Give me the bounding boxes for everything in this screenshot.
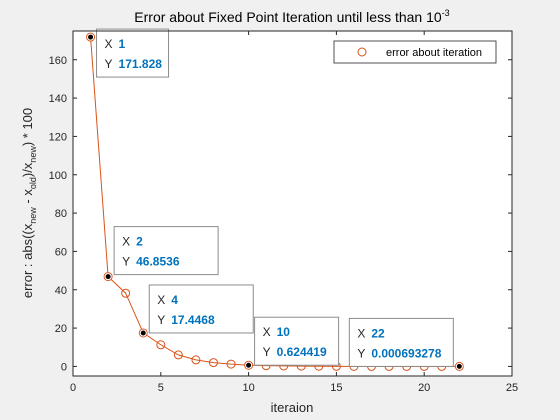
datatip: X 2Y 46.8536 bbox=[104, 226, 219, 281]
datatip-x-value: 2 bbox=[136, 235, 143, 249]
legend[interactable]: error about iteration bbox=[333, 40, 497, 64]
datatip-marker bbox=[455, 362, 463, 370]
data-point bbox=[121, 288, 131, 298]
datatip-x-label: X bbox=[357, 326, 365, 340]
x-tick-label: 0 bbox=[70, 382, 76, 394]
datatip: X 22 Y 0.000693278 bbox=[348, 317, 463, 370]
datatip: X 1Y 171.828 bbox=[87, 28, 170, 78]
x-tick-label: 25 bbox=[506, 382, 518, 394]
datatip-x-value: 4 bbox=[171, 293, 178, 307]
datatip-x-label: X bbox=[122, 235, 130, 249]
datatip-y-value: 46.8536 bbox=[136, 255, 180, 269]
data-point bbox=[208, 358, 218, 368]
y-tick-label: 20 bbox=[55, 323, 67, 335]
y-tick-label: 120 bbox=[49, 131, 67, 143]
datatip-marker bbox=[87, 33, 95, 41]
data-point bbox=[244, 360, 254, 370]
datatip-box bbox=[96, 28, 170, 78]
data-point bbox=[454, 361, 464, 371]
chart-title: Error about Fixed Point Iteration until … bbox=[134, 8, 449, 25]
datatip-box bbox=[254, 316, 340, 366]
data-point bbox=[138, 328, 148, 338]
legend-marker-icon bbox=[357, 47, 367, 57]
datatip-box bbox=[113, 226, 219, 276]
y-tick-label: 60 bbox=[55, 246, 67, 258]
datatip-x-value: 22 bbox=[371, 326, 385, 340]
ticks-layer: 0 5 10 15 20 25 0 20 40 60 80 100 120 140 160 bbox=[49, 31, 518, 394]
y-tick-label: 160 bbox=[49, 55, 67, 67]
datatip: X 4Y 17.4468 bbox=[139, 284, 254, 337]
y-tick-label: 40 bbox=[55, 285, 67, 297]
datatip-y-value: 0.000693278 bbox=[371, 346, 441, 360]
datatip-y-label: Y bbox=[357, 346, 365, 360]
datatip-marker bbox=[245, 361, 253, 369]
x-tick-label: 5 bbox=[158, 382, 164, 394]
datatip-marker bbox=[139, 329, 147, 337]
legend-entry-label: error about iteration bbox=[386, 47, 482, 59]
x-tick-label: 10 bbox=[242, 382, 254, 394]
chart-title-main: Error about Fixed Point Iteration until … bbox=[134, 9, 442, 25]
data-point bbox=[156, 340, 166, 350]
y-tick-label: 100 bbox=[49, 170, 67, 182]
axes-box bbox=[72, 30, 513, 377]
datatip-x-label: X bbox=[157, 293, 165, 307]
datatip-y-label: Y bbox=[105, 57, 113, 71]
data-point bbox=[173, 350, 183, 360]
x-axis-label: iteraion bbox=[271, 400, 314, 415]
datatip: X 10 Y 0.624419 bbox=[245, 316, 340, 369]
datatip-x-value: 1 bbox=[119, 37, 126, 51]
datatip-x-label: X bbox=[263, 325, 271, 339]
datatip-box bbox=[148, 284, 254, 334]
x-tick-label: 20 bbox=[418, 382, 430, 394]
datatip-marker bbox=[104, 273, 112, 281]
y-tick-label: 0 bbox=[61, 361, 67, 373]
datatip-x-label: X bbox=[105, 37, 113, 51]
legend-box bbox=[333, 40, 497, 64]
x-tick-label: 15 bbox=[330, 382, 342, 394]
datatip-box bbox=[348, 317, 454, 367]
datatip-x-value: 10 bbox=[277, 325, 291, 339]
datatip-y-value: 0.624419 bbox=[277, 345, 327, 359]
chart-title-superscript: -3 bbox=[442, 8, 450, 18]
data-point bbox=[191, 355, 201, 365]
datatip-y-label: Y bbox=[157, 313, 165, 327]
datatip-y-label: Y bbox=[122, 255, 130, 269]
datatip-y-label: Y bbox=[263, 345, 271, 359]
data-point bbox=[103, 272, 113, 282]
datatip-y-value: 17.4468 bbox=[171, 313, 215, 327]
data-point bbox=[86, 32, 96, 42]
data-point bbox=[226, 359, 236, 369]
y-tick-label: 140 bbox=[49, 93, 67, 105]
y-tick-label: 80 bbox=[55, 208, 67, 220]
y-axis-label: error : abs((xnew - xold)/xnew) * 100 bbox=[20, 108, 38, 298]
datatip-y-value: 171.828 bbox=[119, 57, 163, 71]
